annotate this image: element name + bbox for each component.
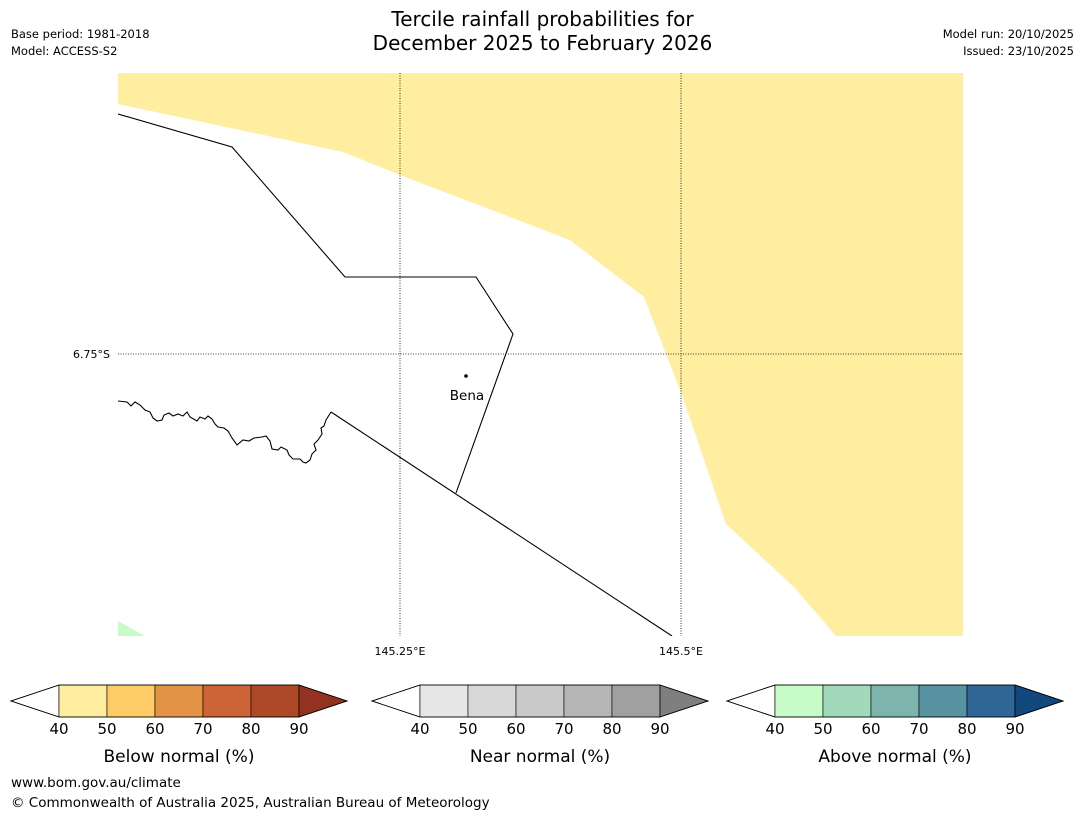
title-line-1: Tercile rainfall probabilities for [391, 7, 694, 31]
legend-tick-label: 40 [410, 720, 429, 738]
issued-date: Issued: 23/10/2025 [963, 44, 1074, 58]
footer-url: www.bom.gov.au/climate [11, 775, 181, 791]
meta-right: Model run: 20/10/2025 Issued: 23/10/2025 [943, 26, 1074, 60]
legend-color-box [611, 684, 661, 718]
legend-color-box [966, 684, 1016, 718]
legend-tick-label: 70 [909, 720, 928, 738]
legend-color-box [250, 684, 300, 718]
legend-tick-label: 70 [554, 720, 573, 738]
province-boundary [118, 113, 514, 494]
river-line [118, 400, 332, 464]
legend-tick-label: 90 [289, 720, 308, 738]
legend-tick-label: 40 [49, 720, 68, 738]
legend-outline [9, 684, 349, 718]
legend-color-box [870, 684, 920, 718]
legend-tick-label: 60 [145, 720, 164, 738]
legend-tick-label: 60 [861, 720, 880, 738]
legend-color-box [202, 684, 252, 718]
legend-title: Above normal (%) [818, 747, 971, 767]
above-normal-region [118, 621, 145, 636]
legend-color-box [515, 684, 565, 718]
legend-under-triangle [725, 684, 776, 718]
legend-tick-label: 70 [193, 720, 212, 738]
legend-over-triangle [1014, 684, 1065, 718]
legend-outline [725, 684, 1065, 718]
legend-tick-label: 80 [241, 720, 260, 738]
legend-outline [370, 684, 710, 718]
legend-near-normal: 40 50 60 70 80 90 Near normal (%) [370, 684, 710, 767]
base-period: Base period: 1981-2018 [11, 27, 150, 41]
legend-under-triangle [370, 684, 421, 718]
footer-copyright: © Commonwealth of Australia 2025, Austra… [11, 795, 490, 811]
legend-tick-label: 80 [957, 720, 976, 738]
model-name: Model: ACCESS-S2 [11, 44, 118, 58]
meta-left: Base period: 1981-2018 Model: ACCESS-S2 [11, 26, 150, 60]
legend-under-triangle [9, 684, 60, 718]
legend-color-box [774, 684, 824, 718]
legend-tick-label: 90 [1005, 720, 1024, 738]
legend-title: Below normal (%) [104, 747, 255, 767]
legend-title: Near normal (%) [470, 747, 610, 767]
legend-color-box [918, 684, 968, 718]
legend-tick-label: 80 [602, 720, 621, 738]
legend-tick-label: 50 [813, 720, 832, 738]
town-label: Bena [450, 388, 484, 404]
legend-tick-label: 60 [506, 720, 525, 738]
below-normal-region [118, 73, 963, 636]
model-run: Model run: 20/10/2025 [942, 27, 1074, 41]
legend-color-box [58, 684, 108, 718]
legend-over-triangle [298, 684, 349, 718]
lon-label-1: 145.25°E [375, 645, 426, 658]
legend-tick-label: 90 [650, 720, 669, 738]
lon-label-2: 145.5°E [659, 645, 703, 658]
legend-tick-label: 50 [458, 720, 477, 738]
province-boundary-south [330, 411, 673, 636]
legend-tick-label: 40 [765, 720, 784, 738]
legend-color-box [106, 684, 156, 718]
legend-color-box [563, 684, 613, 718]
lat-label: 6.75°S [73, 348, 110, 361]
title-line-2: December 2025 to February 2026 [372, 31, 713, 55]
legend-over-triangle [659, 684, 710, 718]
legend-color-box [822, 684, 872, 718]
town-marker [464, 374, 468, 378]
legend-color-box [154, 684, 204, 718]
legend-color-box [419, 684, 469, 718]
legend-tick-label: 50 [97, 720, 116, 738]
legend-below-normal: 40 50 60 70 80 90 Below normal (%) [9, 684, 349, 767]
map-title: Tercile rainfall probabilities for Decem… [0, 7, 1085, 55]
map-panel: Bena 6.75°S 145.25°E 145.5°E [73, 73, 963, 658]
legend-above-normal: 40 50 60 70 80 90 Above normal (%) [725, 684, 1065, 767]
legend-color-box [467, 684, 517, 718]
